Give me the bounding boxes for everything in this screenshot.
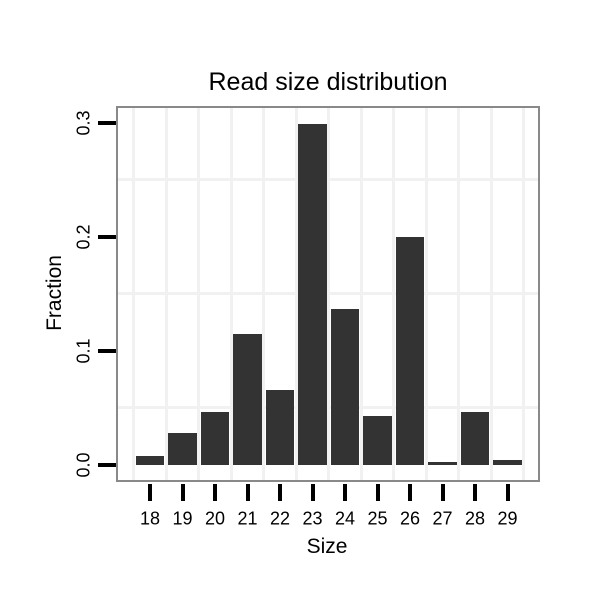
x-axis-tick (408, 484, 412, 501)
x-axis-tick (148, 484, 152, 501)
x-axis-tick (473, 484, 477, 501)
chart-title: Read size distribution (208, 68, 448, 96)
x-tick-label: 21 (237, 508, 258, 529)
x-axis-tick (213, 484, 217, 501)
y-axis-tick (98, 234, 116, 239)
y-axis-tick (98, 463, 116, 467)
x-axis-tick (375, 484, 380, 501)
y-axis-label: Fraction (43, 255, 66, 331)
y-tick-label: 0.0 (73, 452, 94, 478)
y-axis-tick (98, 348, 116, 353)
plot-panel (116, 106, 540, 482)
x-axis-tick (278, 484, 282, 501)
y-tick-label: 0.3 (73, 110, 94, 136)
bar (233, 333, 262, 465)
x-axis-tick (440, 484, 445, 501)
bar (200, 412, 230, 465)
horizontal-gridline (118, 178, 538, 182)
bar (395, 236, 425, 465)
x-axis-tick (180, 484, 185, 501)
bar (168, 433, 197, 465)
x-axis-tick (505, 484, 510, 501)
x-tick-label: 22 (269, 508, 291, 529)
x-tick-label: 19 (172, 508, 193, 529)
x-axis-tick (310, 484, 315, 501)
y-tick-label: 0.2 (73, 224, 94, 250)
bar (493, 460, 522, 465)
x-tick-label: 24 (334, 508, 356, 529)
y-tick-label: 0.1 (73, 338, 94, 364)
x-axis-tick (343, 484, 347, 501)
bar (363, 415, 392, 465)
x-tick-label: 20 (204, 508, 226, 529)
x-tick-label: 29 (497, 508, 518, 529)
x-tick-label: 18 (139, 508, 161, 529)
x-tick-label: 23 (302, 508, 323, 529)
x-tick-label: 25 (367, 508, 388, 529)
horizontal-gridline (118, 406, 538, 410)
x-axis-label: Size (306, 535, 348, 558)
horizontal-gridline (118, 292, 538, 296)
bar (460, 412, 490, 465)
bar (265, 389, 295, 465)
bar (330, 308, 360, 465)
bar (298, 123, 327, 465)
bar (135, 455, 165, 465)
x-tick-label: 26 (399, 508, 421, 529)
x-tick-label: 27 (432, 508, 453, 529)
bar (428, 461, 457, 465)
x-tick-label: 28 (464, 508, 486, 529)
x-axis-tick (245, 484, 250, 501)
y-axis-tick (98, 120, 116, 125)
